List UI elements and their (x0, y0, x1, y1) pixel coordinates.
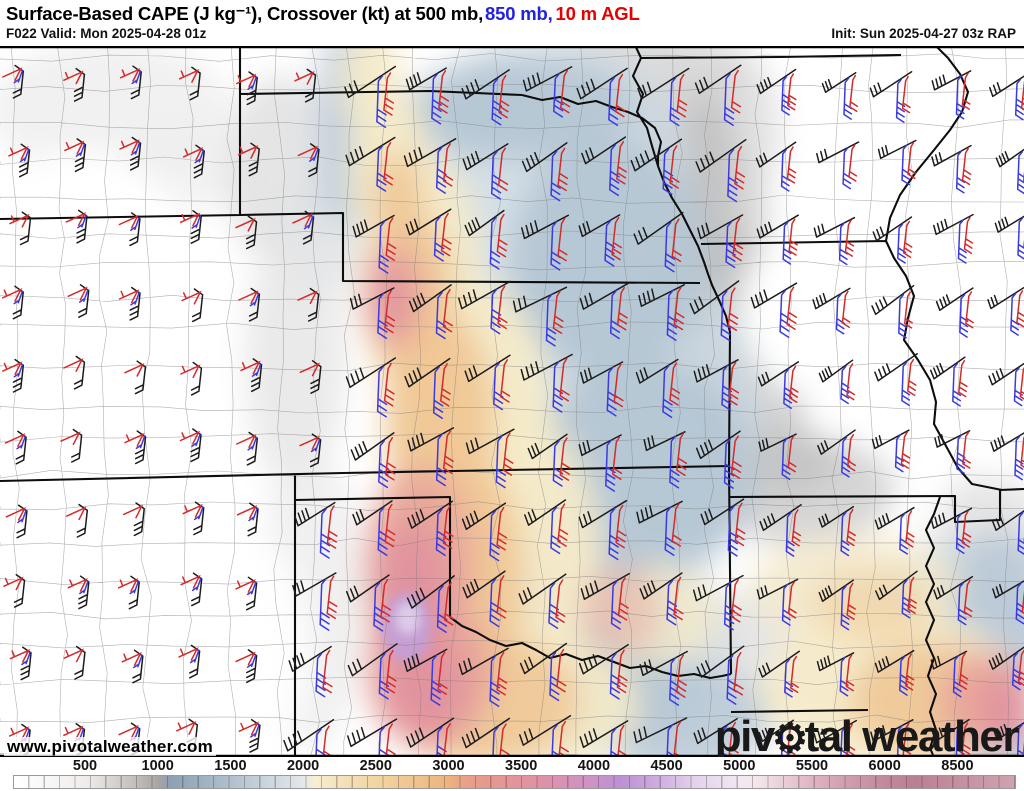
colorbar-tick: 3500 (505, 758, 538, 774)
header: Surface-Based CAPE (J kg⁻¹), Crossover (… (0, 0, 1024, 46)
colorbar-tick: 1500 (214, 758, 247, 774)
logo-text-post: tal weather (804, 712, 1020, 761)
colorbar-tick: 3000 (432, 758, 465, 774)
watermark: www.pivotalweather.com (4, 737, 216, 756)
colorbar-tick: 8500 (941, 758, 974, 774)
colorbar-tick: 2000 (286, 758, 320, 774)
valid-time-label: F022 Valid: Mon 2025-04-28 01z (6, 26, 207, 41)
gear-icon: ⚙ (771, 715, 808, 761)
colorbar-tick: 2500 (359, 758, 392, 774)
colorbar-tick: 6000 (868, 758, 901, 774)
logo-text-pre: piv (714, 712, 776, 761)
title-part: Surface-Based CAPE (J kg⁻¹), Crossover (… (6, 3, 484, 24)
wind-barbs-10m (1, 67, 1024, 757)
colorbar-tick: 500 (72, 758, 98, 774)
cape-purple-core (382, 592, 432, 662)
title-part: 10 m AGL (555, 3, 640, 24)
colorbar-tick: 4000 (577, 758, 611, 774)
cape-map (0, 46, 1024, 757)
colorbar-tick-labels: 500 1000 1500 2000 2500 3000 3500 4000 4500 5000 5… (0, 757, 1024, 774)
map-frame (0, 46, 1024, 757)
colorbar: 500 1000 1500 2000 2500 3000 3500 4000 4500 5000 5… (0, 757, 1024, 791)
title-part: 850 mb, (485, 3, 553, 24)
colorbar-tick: 1000 (141, 758, 174, 774)
map-canvas: www.pivotalweather.com piv⚙tal weather (0, 46, 1024, 762)
wind-barbs-500mb (12, 64, 1024, 757)
cape-shading (0, 46, 1024, 757)
colorbar-tick: 5000 (723, 758, 756, 774)
wind-barbs-850mb (13, 69, 1024, 757)
page-title: Surface-Based CAPE (J kg⁻¹), Crossover (… (6, 2, 1016, 25)
colorbar-tick: 4500 (650, 758, 683, 774)
colorbar-gradient (13, 775, 1016, 789)
pivotal-weather-logo: piv⚙tal weather (714, 712, 1020, 762)
colorbar-tick: 5500 (795, 758, 829, 774)
subtitle-row: F022 Valid: Mon 2025-04-28 01z Init: Sun… (6, 25, 1016, 42)
init-time-label: Init: Sun 2025-04-27 03z RAP (831, 26, 1016, 41)
